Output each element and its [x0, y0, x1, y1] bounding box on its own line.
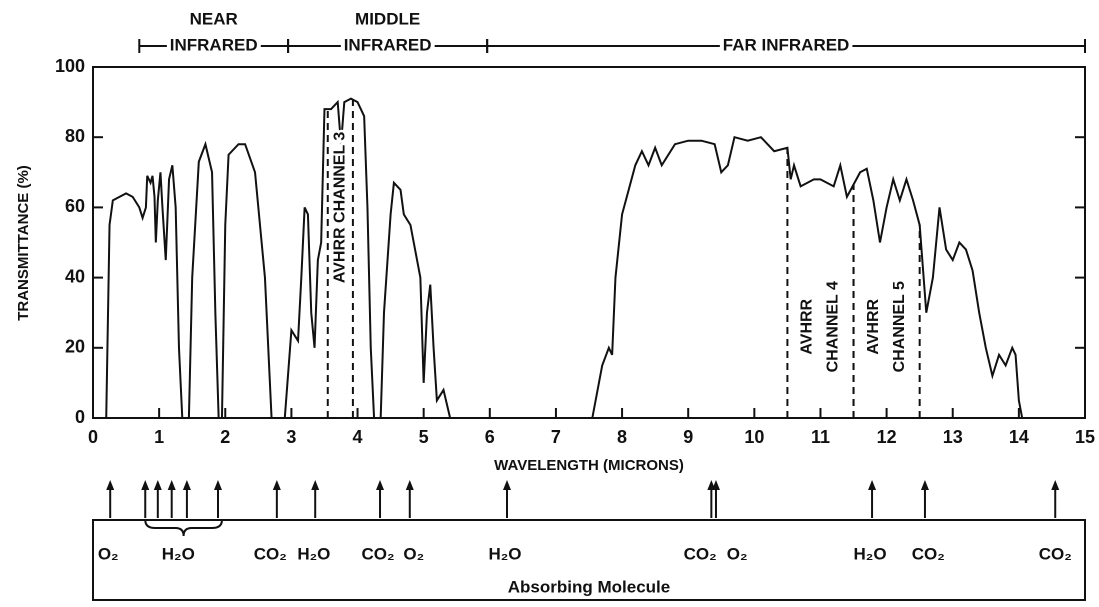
molecule-label: CO₂ [1039, 544, 1072, 563]
absorption-arrowhead [502, 480, 511, 490]
x-tick-label: 11 [811, 427, 830, 447]
molecule-label: O₂ [727, 544, 748, 563]
channel-label: CHANNEL 4 [825, 281, 842, 372]
absorption-arrowhead [272, 480, 281, 490]
region-label: FAR INFRARED [723, 35, 850, 54]
y-tick-label: 80 [65, 126, 85, 146]
x-tick-label: 3 [286, 427, 296, 447]
absorption-arrowhead [376, 480, 385, 490]
molecule-label: CO₂ [912, 544, 945, 563]
molecule-label: CO₂ [362, 544, 395, 563]
x-tick-label: 7 [551, 427, 561, 447]
absorption-arrowhead [153, 480, 162, 490]
x-tick-label: 10 [744, 427, 764, 447]
x-tick-label: 14 [1009, 427, 1029, 447]
y-axis-label: TRANSMITTANCE (%) [15, 165, 32, 321]
absorption-arrowhead [106, 480, 115, 490]
channel-label: AVHRR [799, 298, 816, 354]
x-axis-label: WAVELENGTH (MICRONS) [494, 457, 684, 474]
region-label: MIDDLE [355, 9, 420, 28]
absorption-arrowhead [167, 480, 176, 490]
x-tick-label: 12 [877, 427, 897, 447]
absorption-box [92, 519, 1086, 601]
molecule-label: CO₂ [684, 544, 717, 563]
absorption-arrowhead [868, 480, 877, 490]
region-label: INFRARED [170, 35, 258, 54]
molecule-label: O₂ [98, 544, 119, 563]
y-tick-label: 20 [65, 337, 85, 357]
molecule-label: H₂O [162, 544, 195, 563]
y-tick-label: 40 [65, 266, 85, 286]
x-tick-label: 13 [943, 427, 963, 447]
absorption-brace [144, 519, 223, 537]
channel-label: CHANNEL 5 [891, 281, 908, 372]
channel-label: AVHRR [865, 298, 882, 354]
y-tick-label: 60 [65, 196, 85, 216]
region-label: NEAR [190, 9, 238, 28]
absorption-arrowhead [311, 480, 320, 490]
x-tick-label: 4 [353, 427, 363, 447]
x-tick-label: 6 [485, 427, 495, 447]
absorption-arrowhead [405, 480, 414, 490]
absorption-arrowhead [182, 480, 191, 490]
channel-label: AVHRR CHANNEL 3 [332, 132, 349, 284]
absorption-arrowhead [213, 480, 222, 490]
absorption-arrowhead [711, 480, 720, 490]
y-tick-label: 0 [75, 407, 85, 427]
molecule-label: H₂O [488, 544, 521, 563]
x-tick-label: 0 [88, 427, 98, 447]
molecule-label: H₂O [854, 544, 887, 563]
x-tick-label: 9 [683, 427, 693, 447]
x-tick-label: 15 [1075, 427, 1095, 447]
x-tick-label: 1 [154, 427, 164, 447]
x-tick-label: 5 [419, 427, 429, 447]
absorption-arrowhead [920, 480, 929, 490]
region-label: INFRARED [344, 35, 432, 54]
x-tick-label: 8 [617, 427, 627, 447]
molecule-label: CO₂ [254, 544, 287, 563]
molecule-label: H₂O [297, 544, 330, 563]
y-tick-label: 100 [55, 56, 85, 76]
x-tick-label: 2 [220, 427, 230, 447]
absorption-arrowhead [141, 480, 150, 490]
transmittance-line [105, 97, 1024, 419]
absorption-arrowhead [1051, 480, 1060, 490]
absorption-title: Absorbing Molecule [508, 577, 670, 596]
molecule-label: O₂ [403, 544, 424, 563]
